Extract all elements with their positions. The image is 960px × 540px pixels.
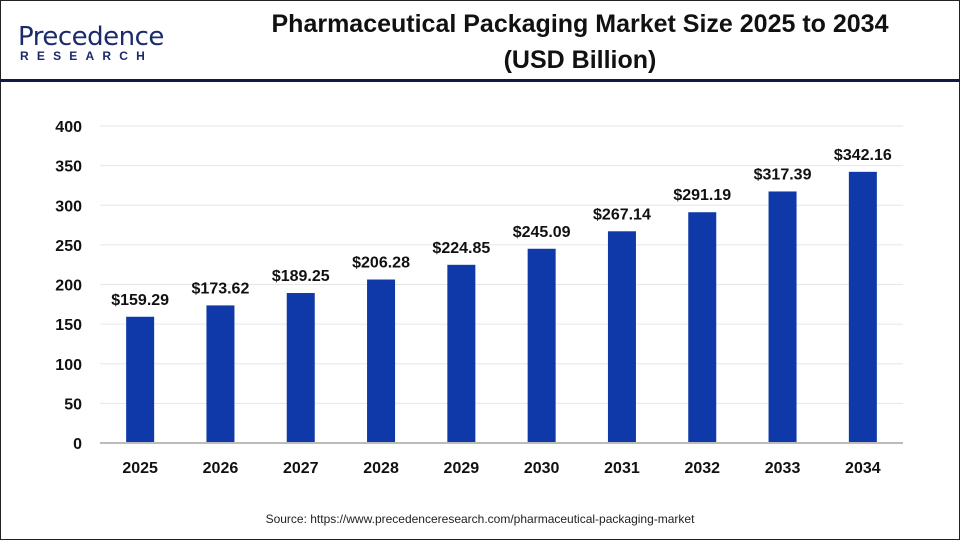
logo-sub-text: RESEARCH	[20, 49, 153, 63]
y-tick-label: 0	[73, 436, 82, 453]
bar-2033	[768, 191, 797, 443]
y-tick-label: 200	[55, 278, 82, 295]
y-tick-label: 400	[55, 119, 82, 136]
bar-2029	[447, 264, 476, 443]
y-tick-label: 100	[55, 357, 82, 374]
data-label: $342.16	[834, 147, 892, 164]
header-divider	[0, 79, 960, 82]
x-tick-label: 2030	[524, 460, 560, 477]
x-tick-label: 2034	[845, 460, 881, 477]
bar-2026	[206, 305, 235, 443]
bar-2032	[688, 212, 717, 443]
x-tick-label: 2028	[363, 460, 399, 477]
data-label: $173.62	[192, 280, 250, 297]
data-label: $189.25	[272, 268, 330, 285]
x-tick-label: 2025	[122, 460, 158, 477]
y-tick-label: 350	[55, 159, 82, 176]
x-tick-label: 2026	[203, 460, 239, 477]
x-tick-label: 2031	[604, 460, 640, 477]
title-line-1: Pharmaceutical Packaging Market Size 202…	[271, 10, 889, 38]
y-tick-label: 150	[55, 317, 82, 334]
data-label: $291.19	[673, 187, 731, 204]
data-label: $159.29	[111, 292, 169, 309]
bar-2031	[607, 231, 636, 443]
x-tick-label: 2032	[684, 460, 720, 477]
data-label: $267.14	[593, 206, 651, 223]
y-tick-label: 50	[64, 396, 82, 413]
x-tick-label: 2027	[283, 460, 319, 477]
y-tick-label: 300	[55, 198, 82, 215]
bar-2030	[527, 248, 556, 443]
bar-2034	[848, 171, 877, 443]
bar-2028	[367, 279, 396, 443]
x-tick-label: 2029	[444, 460, 480, 477]
data-label: $317.39	[754, 166, 812, 183]
bar-2025	[126, 316, 155, 443]
title-line-2: (USD Billion)	[503, 46, 657, 74]
logo-main-text: Precedence	[18, 22, 164, 52]
chart-title: Pharmaceutical Packaging Market Size 202…	[200, 6, 960, 78]
data-label: $206.28	[352, 255, 410, 272]
y-tick-label: 250	[55, 238, 82, 255]
x-tick-label: 2033	[765, 460, 801, 477]
bar-2027	[286, 293, 315, 443]
source-note: Source: https://www.precedenceresearch.c…	[265, 512, 695, 526]
data-label: $224.85	[432, 240, 490, 257]
data-label: $245.09	[513, 224, 571, 241]
logo: Precedence RESEARCH	[18, 22, 168, 63]
